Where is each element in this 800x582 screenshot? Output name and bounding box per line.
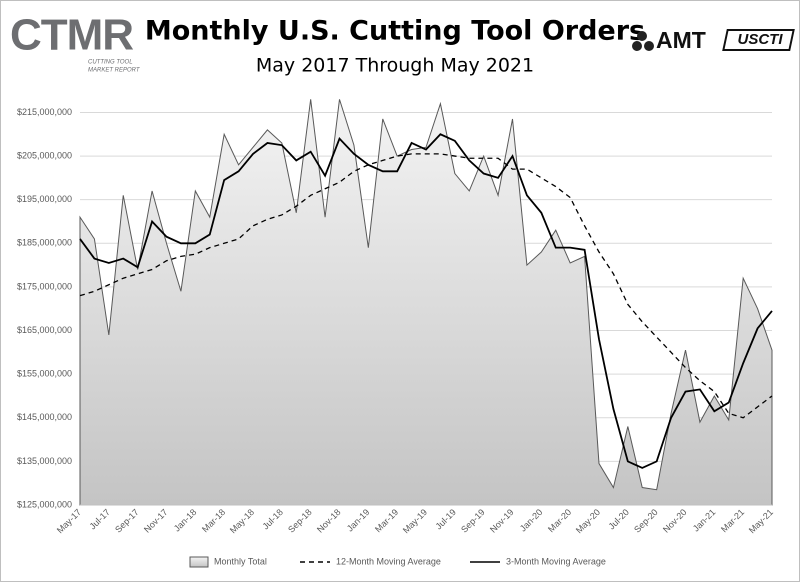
y-tick-label: $175,000,000 [17, 281, 72, 291]
y-tick-label: $205,000,000 [17, 150, 72, 160]
line [79, 153, 773, 419]
chart-subtitle: May 2017 Through May 2021 [256, 55, 534, 77]
y-tick-label: $185,000,000 [17, 238, 72, 248]
y-tick-label: $195,000,000 [17, 194, 72, 204]
chart-title: Monthly U.S. Cutting Tool Orders [145, 16, 645, 47]
y-tick-label: $135,000,000 [17, 456, 72, 466]
y-tick-label: $165,000,000 [17, 325, 72, 335]
logo-ctmr: CTMR [10, 11, 133, 60]
legend-label: Monthly Total [214, 556, 267, 566]
area [79, 99, 773, 506]
y-tick-label: $125,000,000 [17, 499, 72, 509]
legend-swatch [189, 556, 209, 568]
y-tick-label: $155,000,000 [17, 369, 72, 379]
logo-tagline: CUTTING TOOL [88, 60, 133, 66]
y-tick-label: $215,000,000 [17, 107, 72, 117]
logo-tagline: MARKET REPORT [88, 68, 141, 74]
amt-icon [632, 31, 654, 51]
y-tick-label: $145,000,000 [17, 412, 72, 422]
logo-amt: AMT [656, 27, 706, 53]
legend-label: 12-Month Moving Average [336, 556, 441, 566]
legend-label: 3-Month Moving Average [506, 556, 606, 566]
line [79, 133, 773, 469]
logo-uscti: USCTI [738, 31, 784, 48]
logo-box [722, 29, 795, 51]
